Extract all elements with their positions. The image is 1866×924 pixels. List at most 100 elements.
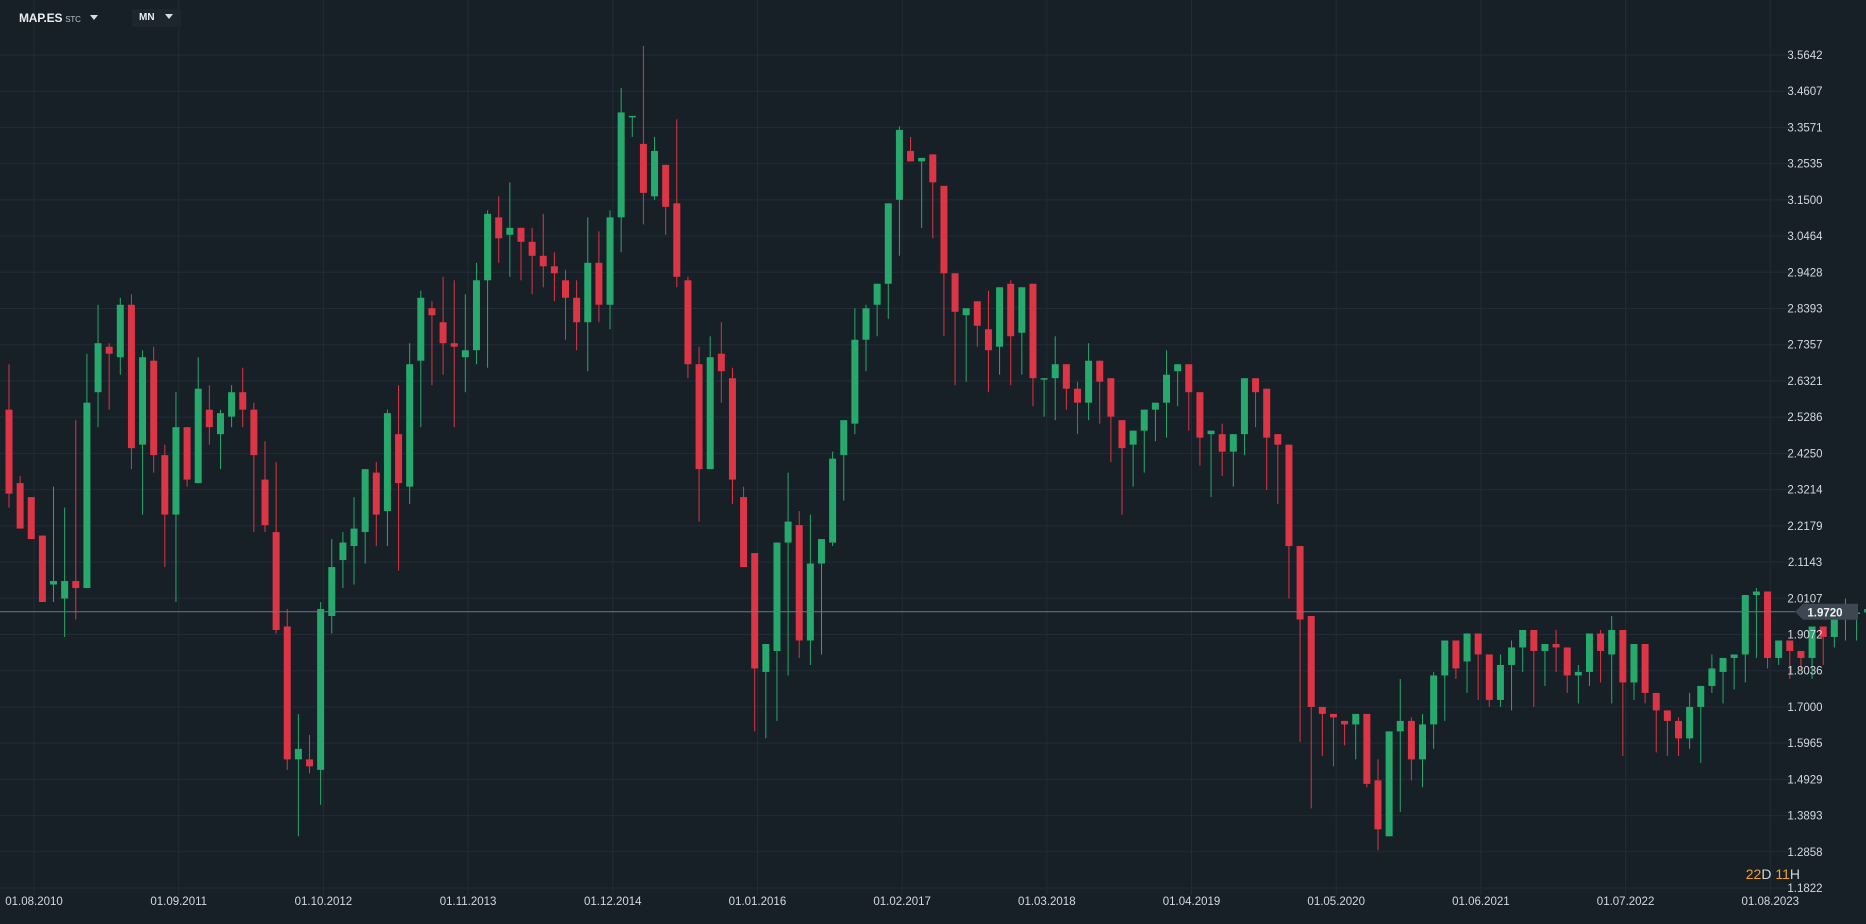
grid-lines [0, 0, 1866, 895]
candle [61, 508, 68, 637]
candle-body [773, 543, 780, 651]
candle [1241, 378, 1248, 455]
candle-body [1029, 284, 1036, 378]
candle-body [896, 130, 903, 200]
candle-body [1208, 431, 1215, 434]
y-tick-label: 2.0107 [1787, 593, 1822, 605]
candle-body [1230, 434, 1237, 451]
candle [1664, 710, 1671, 755]
candle-body [1664, 710, 1671, 720]
candle [417, 291, 424, 427]
candle [1386, 731, 1393, 836]
candle-body [629, 116, 636, 118]
candle-body [985, 329, 992, 350]
candle-body [39, 536, 46, 602]
x-tick-label: 01.01.2016 [729, 896, 787, 908]
candle-body [529, 242, 536, 256]
candle-body [573, 298, 580, 322]
x-tick-label: 01.02.2017 [873, 896, 931, 908]
candle-body [974, 301, 981, 325]
candle-body [807, 564, 814, 641]
candle [807, 515, 814, 665]
candle-body [484, 214, 491, 280]
candle-body [1553, 644, 1560, 647]
candle-body [473, 280, 480, 350]
candle-body [740, 497, 747, 567]
candle-body [929, 154, 936, 182]
candle [1063, 364, 1070, 409]
candle-body [1753, 592, 1760, 595]
candle-body [851, 340, 858, 424]
candles [6, 46, 1866, 850]
candle [918, 158, 925, 228]
candle-body [1374, 780, 1381, 829]
candle [1263, 389, 1270, 490]
candle-body [1219, 434, 1226, 451]
countdown-hours: 11 [1775, 866, 1790, 882]
candle-body [1630, 644, 1637, 682]
candle [195, 357, 202, 483]
candle [662, 165, 669, 235]
candle [1252, 378, 1259, 427]
candle [250, 403, 257, 532]
chevron-down-icon [165, 14, 173, 19]
candle-body [1764, 592, 1771, 658]
candle [473, 263, 480, 364]
candle [1352, 714, 1359, 759]
candle [584, 217, 591, 371]
candle [1341, 721, 1348, 745]
candle-body [1041, 378, 1048, 380]
candle [406, 343, 413, 504]
candle-body [1341, 721, 1348, 724]
candle-body [1319, 707, 1326, 714]
candle [1408, 717, 1415, 780]
candle [273, 462, 280, 633]
candle-body [840, 420, 847, 455]
candle-body [339, 543, 346, 560]
candle-body [1419, 724, 1426, 759]
candle [6, 364, 13, 507]
y-tick-label: 2.8393 [1787, 304, 1822, 316]
candle [351, 497, 358, 584]
candle-body [1130, 431, 1137, 445]
candle [1686, 693, 1693, 749]
candle [295, 714, 302, 836]
candle [451, 280, 458, 427]
candle [996, 287, 1003, 374]
candle-body [1697, 686, 1704, 707]
candle [217, 410, 224, 469]
candle-body [963, 308, 970, 315]
candle-body [351, 529, 358, 546]
candle-body [1386, 731, 1393, 836]
y-tick-label: 2.3214 [1787, 485, 1823, 497]
candle-body [1742, 595, 1749, 654]
x-tick-label: 01.06.2021 [1452, 896, 1510, 908]
candle [540, 214, 547, 287]
candle-body [495, 217, 502, 238]
candle [684, 277, 691, 378]
y-tick-label: 1.2858 [1787, 847, 1822, 859]
candle-body [1519, 630, 1526, 647]
candle [1085, 343, 1092, 420]
candle [284, 609, 291, 770]
candle [1519, 630, 1526, 672]
candle-body [273, 532, 280, 630]
candle-body [139, 357, 146, 444]
candle [1630, 644, 1637, 700]
candle-body [117, 305, 124, 357]
candle-body [1575, 672, 1582, 675]
candle-body [384, 413, 391, 511]
candle-body [61, 581, 68, 598]
candle [1541, 644, 1548, 686]
candle-body [1619, 630, 1626, 682]
timeframe-selector[interactable]: MN [132, 9, 181, 27]
candle-body [217, 413, 224, 434]
candle-body [684, 280, 691, 364]
candle-body [451, 343, 458, 346]
candle-body [1708, 668, 1715, 685]
candle [150, 347, 157, 473]
